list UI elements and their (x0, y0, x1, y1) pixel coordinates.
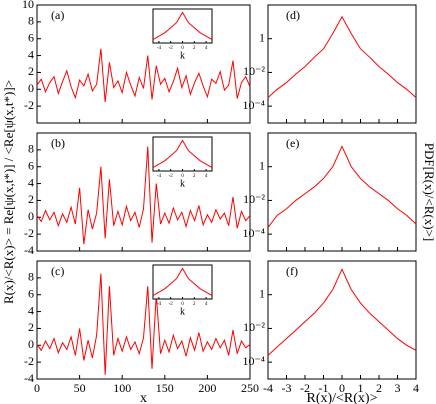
panel-label: (a) (51, 8, 64, 22)
panel-label: (d) (286, 8, 300, 22)
x-tick-label: 100 (113, 381, 131, 395)
inset-x-tick-label: 0 (181, 174, 184, 179)
inset-x-tick-label: -2 (169, 46, 174, 51)
y-tick-label: 10⁻² (243, 320, 265, 334)
inset-x-tick-label: -2 (169, 302, 174, 307)
x-tick-label: 200 (198, 381, 216, 395)
x-tick-label: 0 (339, 381, 345, 395)
data-line (267, 268, 417, 356)
x-tick-label: 2 (376, 381, 382, 395)
inset-x-tick-label: 4 (205, 46, 208, 51)
y-tick-label: 6 (28, 286, 34, 300)
plot-frame (267, 132, 417, 252)
y-axis-label: R(x)/<R(x)> = Re[ψ(x,t*)] / <Re[ψ(x,t*)]… (1, 80, 16, 304)
panel-label: (e) (286, 136, 299, 150)
inset-x-tick-label: 2 (193, 46, 196, 51)
y-tick-label: 2 (28, 320, 34, 334)
inset-line (152, 267, 213, 297)
inset-x-tick-label: 4 (205, 302, 208, 307)
inset-x-tick-label: 4 (205, 174, 208, 179)
x-tick-label: 250 (241, 381, 259, 395)
y-tick-label: 10⁻² (243, 64, 265, 78)
plot-frame (36, 260, 251, 380)
inset-x-tick-label: 0 (181, 46, 184, 51)
x-axis-label: x (140, 391, 147, 404)
y-tick-label: -4 (24, 243, 34, 257)
inset-x-tick-label: -4 (157, 174, 162, 179)
x-tick-label: -3 (282, 381, 292, 395)
inset-x-tick-label: -2 (169, 174, 174, 179)
panel-label: (f) (286, 264, 298, 278)
inset-x-tick-label: -4 (157, 46, 162, 51)
inset-x-label: k (180, 50, 185, 61)
inset-line (152, 139, 213, 169)
inset-frame (152, 264, 213, 300)
y-tick-label: -4 (24, 371, 34, 385)
inset-x-tick-label: 0 (181, 302, 184, 307)
y-tick-label: 6 (28, 30, 34, 44)
y-tick-label: 1 (259, 158, 265, 172)
y-tick-label: 2 (28, 192, 34, 206)
x-tick-label: 150 (156, 381, 174, 395)
y-tick-label: 4 (28, 47, 34, 61)
inset-x-tick-label: 2 (193, 174, 196, 179)
data-line (36, 48, 251, 102)
data-line (267, 15, 417, 99)
y-tick-label: 4 (28, 175, 34, 189)
y-tick-label: 10 (22, 0, 34, 11)
y-tick-label: -2 (24, 226, 34, 240)
panel-label: (b) (51, 136, 65, 150)
x-tick-label: 50 (74, 381, 86, 395)
plot-frame (267, 260, 417, 380)
inset-line (152, 11, 213, 41)
x-tick-label: 3 (395, 381, 401, 395)
y-tick-label: 10⁻⁴ (242, 226, 265, 240)
y-tick-label: 0 (28, 209, 34, 223)
inset-frame (152, 136, 213, 172)
y-tick-label: 0 (28, 337, 34, 351)
y-tick-label: 10⁻² (243, 192, 265, 206)
y-tick-label: -2 (24, 98, 34, 112)
y-tick-label: 10⁻⁴ (242, 98, 265, 112)
y-tick-label: 8 (28, 142, 34, 156)
inset-x-label: k (180, 178, 185, 189)
y-axis-label: PDF[R(x)/<R(x)>] (422, 143, 436, 241)
data-line (36, 146, 251, 245)
plot-frame (36, 132, 251, 252)
plot-frame (36, 4, 251, 124)
panel-label: (c) (51, 264, 64, 278)
y-tick-label: 8 (28, 14, 34, 28)
x-axis-label: R(x)/<R(x)> (306, 391, 377, 404)
x-tick-label: -4 (263, 381, 273, 395)
data-line (267, 145, 417, 228)
plot-frame (267, 4, 417, 124)
data-line (36, 273, 251, 375)
y-tick-label: 6 (28, 158, 34, 172)
y-tick-label: 0 (28, 81, 34, 95)
inset-frame (152, 8, 213, 44)
x-tick-label: 1 (358, 381, 364, 395)
y-tick-label: -2 (24, 354, 34, 368)
x-tick-label: 0 (34, 381, 40, 395)
y-tick-label: 4 (28, 303, 34, 317)
y-tick-label: 10⁻⁴ (242, 354, 265, 368)
inset-x-label: k (180, 306, 185, 317)
x-tick-label: 4 (413, 381, 419, 395)
y-tick-label: 2 (28, 64, 34, 78)
y-tick-label: 1 (259, 286, 265, 300)
x-tick-label: -2 (300, 381, 310, 395)
inset-x-tick-label: -4 (157, 302, 162, 307)
y-tick-label: 8 (28, 270, 34, 284)
inset-x-tick-label: 2 (193, 302, 196, 307)
y-tick-label: 1 (259, 30, 265, 44)
x-tick-label: -1 (319, 381, 329, 395)
